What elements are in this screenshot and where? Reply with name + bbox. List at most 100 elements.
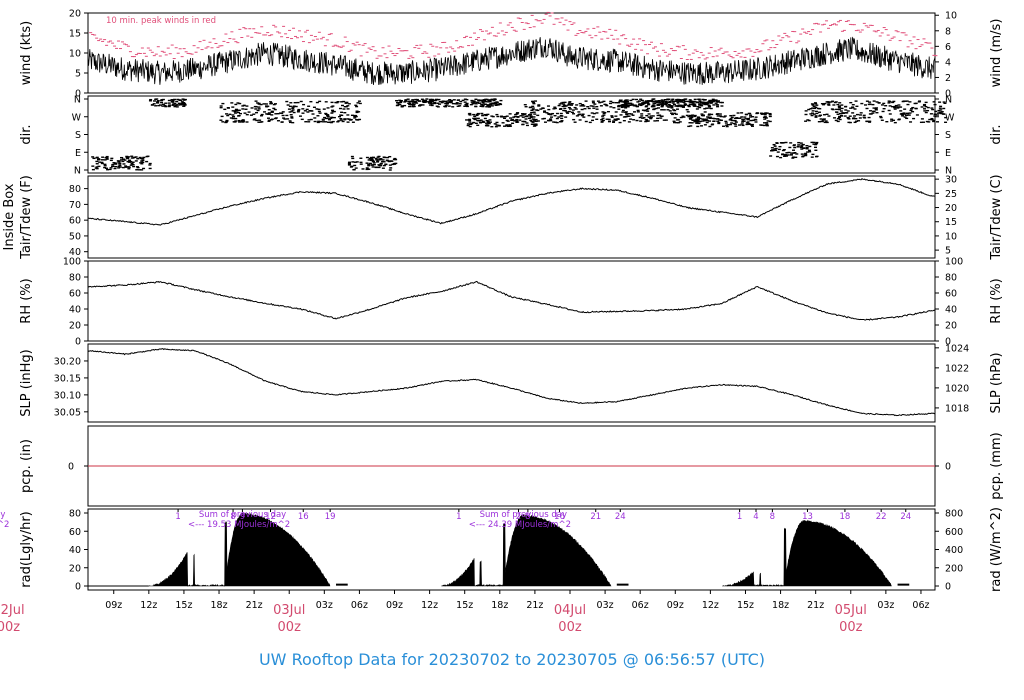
rad-hour-label: 1 bbox=[456, 512, 461, 522]
rad-right-tick-label: 200 bbox=[945, 563, 963, 574]
rad-day-3 bbox=[722, 519, 910, 587]
x-tick-label: 21z bbox=[807, 600, 824, 611]
wind-left-tick-label: 0 bbox=[75, 89, 81, 100]
wind-ylabel: wind (kts) bbox=[19, 21, 34, 85]
date-sublabel: 00z bbox=[0, 620, 20, 635]
wind-left-tick-label: 10 bbox=[69, 49, 81, 60]
x-tick-label: 03z bbox=[597, 600, 614, 611]
x-tick-label: 12z bbox=[702, 600, 719, 611]
slp-right-tick-label: 1020 bbox=[945, 383, 969, 394]
wind-left-tick-label: 5 bbox=[75, 69, 81, 80]
date-label: 04Jul bbox=[554, 603, 586, 618]
wind-right-tick-label: 2 bbox=[945, 73, 951, 84]
slp-right-axis: 1018 1020 1022 1024 bbox=[935, 343, 969, 414]
slp-right-tick-label: 1018 bbox=[945, 403, 969, 414]
slp-right-tick-label: 1024 bbox=[945, 343, 969, 354]
rh-left-tick-label: 0 bbox=[75, 337, 81, 348]
pcp-tick-label: 0 bbox=[68, 462, 74, 473]
x-tick-label: 12z bbox=[140, 600, 157, 611]
x-tick-label: 21z bbox=[526, 600, 543, 611]
rad-right-tick-label: 600 bbox=[945, 527, 963, 538]
rh-ylabel: RH (%) bbox=[19, 278, 34, 323]
slp-right-tick-label: 1022 bbox=[945, 363, 969, 374]
dir-tick-label: W bbox=[72, 112, 82, 123]
temp-right-tick-label: 15 bbox=[945, 217, 957, 228]
rad-hour-label: 1 bbox=[737, 512, 742, 522]
rad-area bbox=[148, 512, 331, 587]
temp-left-tick-label: 60 bbox=[69, 216, 81, 227]
dir-tick-label-right: E bbox=[945, 148, 951, 159]
slp-series-line bbox=[87, 348, 936, 417]
x-tick-label: 09z bbox=[386, 600, 403, 611]
x-tick-label: 12z bbox=[421, 600, 438, 611]
rad-sum-value: <--- 24.39 MJoules/m^2 bbox=[469, 520, 571, 530]
x-tick-label: 09z bbox=[667, 600, 684, 611]
rad-area bbox=[722, 519, 892, 587]
rad-left-tick-label: 20 bbox=[69, 563, 81, 574]
temp-ylabel-right: Tair/Tdew (C) bbox=[989, 174, 1004, 260]
rad-hour-label: 24 bbox=[900, 512, 911, 522]
rad-hour-label: 22 bbox=[876, 512, 887, 522]
rh-left-tick-label: 40 bbox=[69, 305, 81, 316]
x-tick-label: 03z bbox=[316, 600, 333, 611]
x-tick-label: 21z bbox=[246, 600, 263, 611]
slp-left-tick-label: 30.20 bbox=[54, 356, 81, 367]
temp-right-tick-label: 25 bbox=[945, 189, 957, 200]
date-sublabel: 00z bbox=[558, 620, 582, 635]
rad-hour-label: 13 bbox=[802, 512, 813, 522]
rad-hour-label: 8 bbox=[230, 512, 235, 522]
rh-left-tick-label: 60 bbox=[69, 289, 81, 300]
wind-right-axis: 0 2 4 6 8 10 bbox=[935, 11, 957, 100]
rh-right-tick-label: 100 bbox=[945, 257, 963, 268]
rh-right-tick-label: 80 bbox=[945, 273, 957, 284]
wind-left-tick-label: 20 bbox=[69, 9, 81, 20]
panel-rh: RH (%) RH (%) 0 20 40 60 80 100 0 20 40 60 80 100 bbox=[19, 257, 1004, 348]
rh-ylabel-right: RH (%) bbox=[989, 278, 1004, 323]
rh-series-line bbox=[87, 280, 936, 321]
rad-hour-label: 24 bbox=[615, 512, 626, 522]
wind-right-tick-label: 6 bbox=[945, 42, 951, 53]
rad-hour-label: 21 bbox=[590, 512, 601, 522]
rad-hour-label: 8 bbox=[770, 512, 775, 522]
wind-series-line bbox=[87, 36, 936, 85]
rad-right-tick-label: 0 bbox=[945, 582, 951, 593]
temp-left-tick-label: 80 bbox=[69, 184, 81, 195]
wind-right-tick-label: 0 bbox=[945, 89, 951, 100]
rad-hour-label: 9 bbox=[240, 512, 245, 522]
temp-ylabel: Tair/Tdew (F) bbox=[19, 175, 34, 260]
dir-tick-label-right: S bbox=[945, 130, 951, 141]
temp-left-tick-label: 40 bbox=[69, 247, 81, 258]
dir-tick-label-right: W bbox=[945, 112, 955, 123]
rad-sum-label: Sum of previous day bbox=[0, 510, 5, 520]
rh-right-tick-label: 0 bbox=[945, 337, 951, 348]
temp-right-tick-label: 5 bbox=[945, 246, 951, 257]
dir-tick-label: S bbox=[75, 130, 81, 141]
slp-left-tick-label: 30.10 bbox=[54, 390, 81, 401]
rad-hour-label: 16 bbox=[554, 512, 565, 522]
rh-left-tick-label: 80 bbox=[69, 273, 81, 284]
wind-annotation: 10 min. peak winds in red bbox=[106, 16, 216, 26]
x-tick-label: 18z bbox=[772, 600, 789, 611]
chart-title: UW Rooftop Data for 20230702 to 20230705… bbox=[259, 650, 765, 669]
rh-left-tick-label: 20 bbox=[69, 321, 81, 332]
date-label: 02Jul bbox=[0, 603, 25, 618]
date-sublabel: 00z bbox=[839, 620, 863, 635]
date-label: 03Jul bbox=[273, 603, 305, 618]
temp-right-axis: 5 10 15 20 25 30 bbox=[935, 175, 957, 257]
dir-tick-label-right: N bbox=[945, 95, 952, 106]
pcp-tick-label-right: 0 bbox=[945, 462, 951, 473]
x-tick-label: 15z bbox=[737, 600, 754, 611]
temp-left-tick-label: 70 bbox=[69, 200, 81, 211]
x-tick-label: 03z bbox=[877, 600, 894, 611]
slp-left-tick-label: 30.05 bbox=[54, 407, 81, 418]
rad-area bbox=[441, 514, 612, 587]
panel-pcp: pcp. (in) pcp. (mm) 0 0 bbox=[19, 425, 1004, 507]
x-tick-label: 06z bbox=[912, 600, 929, 611]
date-label: 05Jul bbox=[835, 603, 867, 618]
date-sublabel: 00z bbox=[278, 620, 302, 635]
temp-ylabel-outer: Inside Box bbox=[2, 183, 17, 250]
temp-frame bbox=[87, 175, 936, 259]
dir-tick-label: N bbox=[74, 166, 81, 177]
